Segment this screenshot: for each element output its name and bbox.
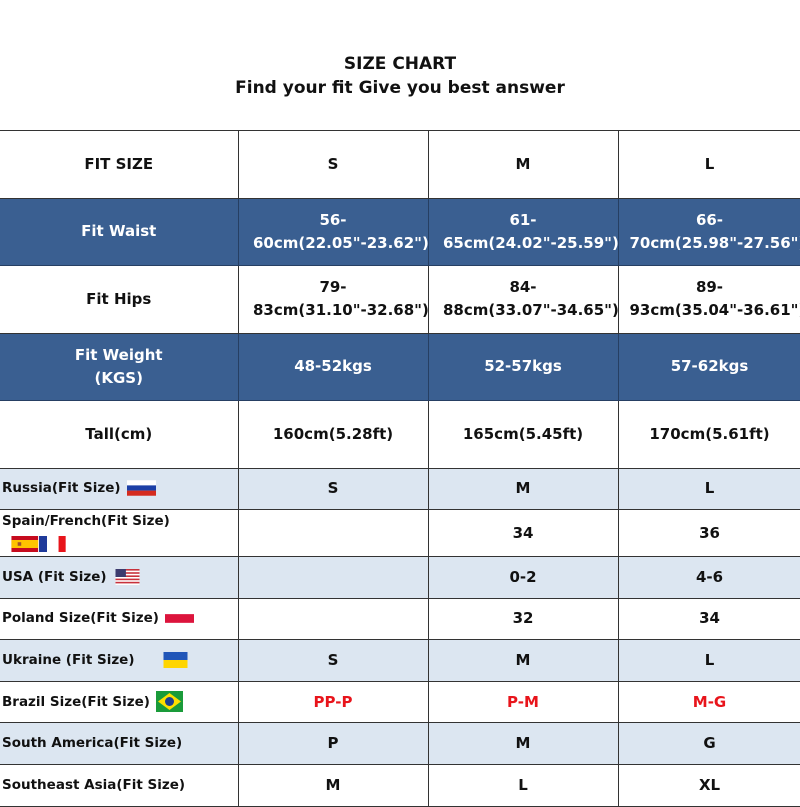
usa-flag-icon bbox=[107, 568, 142, 585]
region-size-value: P-M bbox=[427, 680, 619, 724]
region-size-value: L bbox=[617, 467, 800, 511]
measurement-cell: 79-83cm(31.10"-32.68") bbox=[237, 265, 429, 334]
measurement-value: 52-57kgs bbox=[484, 357, 562, 376]
measurement-cell: 165cm(5.45ft) bbox=[427, 400, 619, 469]
measurement-cell: 160cm(5.28ft) bbox=[237, 400, 429, 469]
region-label-cell: Brazil Size(Fit Size) bbox=[0, 680, 239, 724]
size-header: L bbox=[617, 130, 800, 199]
measurement-value: 84-88cm(33.07"-34.65") bbox=[443, 278, 619, 320]
size-header: M bbox=[427, 130, 619, 199]
header-row: FIT SIZE S M L bbox=[0, 130, 800, 199]
region-label: USA (Fit Size) bbox=[2, 568, 107, 585]
measurement-cell: 56-60cm(22.05"-23.62") bbox=[237, 197, 429, 266]
region-size-value: G bbox=[617, 722, 800, 766]
fit-size-label: FIT SIZE bbox=[0, 130, 239, 199]
region-row: Poland Size(Fit Size) 32 34 bbox=[0, 597, 800, 641]
region-size-value: 34 bbox=[617, 597, 800, 641]
region-size-value: 0-2 bbox=[427, 556, 619, 599]
ukraine-flag-icon bbox=[135, 652, 190, 669]
region-size-value: S bbox=[237, 639, 429, 682]
region-size-value: M bbox=[427, 722, 619, 766]
region-row: Spain/French(Fit Size) 34 36 bbox=[0, 509, 800, 558]
region-size-value: P bbox=[237, 722, 429, 766]
brazil-flag-icon bbox=[150, 691, 183, 713]
region-label: Russia(Fit Size) bbox=[2, 480, 121, 497]
region-size-value: L bbox=[617, 639, 800, 682]
measurement-cell: 84-88cm(33.07"-34.65") bbox=[427, 265, 619, 334]
measurement-value: 160cm(5.28ft) bbox=[272, 424, 394, 443]
region-label: Ukraine (Fit Size) bbox=[2, 652, 135, 669]
spain-france-flag-icon bbox=[2, 536, 70, 553]
row-label: Fit Weight (KGS) bbox=[0, 332, 239, 401]
region-label: Spain/French(Fit Size) bbox=[2, 513, 170, 530]
title: SIZE CHART bbox=[343, 54, 457, 74]
region-label-cell: USA (Fit Size) bbox=[0, 556, 239, 599]
region-size-value: M bbox=[427, 639, 619, 682]
measurement-value: 170cm(5.61ft) bbox=[649, 424, 770, 443]
measurement-value: 89-93cm(35.04"-36.61") bbox=[629, 278, 800, 320]
size-chart-title: SIZE CHART Find your fit Give you best a… bbox=[0, 52, 800, 100]
region-row: Russia(Fit Size) S M L bbox=[0, 467, 800, 511]
region-label-cell: South America(Fit Size) bbox=[0, 722, 239, 766]
poland-flag-icon bbox=[159, 610, 194, 626]
measurement-cell: 61-65cm(24.02"-25.59") bbox=[427, 197, 619, 266]
measurement-value: 48-52kgs bbox=[294, 357, 372, 376]
measurement-cell: 89-93cm(35.04"-36.61") bbox=[617, 265, 800, 334]
measurement-cell: 170cm(5.61ft) bbox=[617, 400, 800, 469]
row-label: Tall(cm) bbox=[0, 400, 239, 469]
region-row: South America(Fit Size) P M G bbox=[0, 722, 800, 766]
region-label-cell: Russia(Fit Size) bbox=[0, 467, 239, 511]
measurement-cell: 52-57kgs bbox=[427, 332, 619, 401]
russia-flag-icon bbox=[121, 480, 156, 497]
measurement-row: Fit Waist 56-60cm(22.05"-23.62") 61-65cm(2… bbox=[0, 197, 800, 266]
region-row: Brazil Size(Fit Size) PP-P P-M M-G bbox=[0, 680, 800, 724]
region-label: Southeast Asia(Fit Size) bbox=[2, 776, 186, 793]
measurement-cell: 48-52kgs bbox=[237, 332, 429, 401]
measurement-row: Fit Weight (KGS) 48-52kgs 52-57kgs 57-62kgs bbox=[0, 332, 800, 401]
measurement-cell: 66-70cm(25.98"-27.56") bbox=[617, 197, 800, 266]
measurement-value: 79-83cm(31.10"-32.68") bbox=[253, 278, 429, 320]
region-row: USA (Fit Size) 0-2 4-6 bbox=[0, 556, 800, 599]
region-label: Poland Size(Fit Size) bbox=[2, 610, 159, 627]
region-size-value bbox=[237, 509, 429, 558]
region-label-cell: Poland Size(Fit Size) bbox=[0, 597, 239, 641]
region-size-value bbox=[237, 556, 429, 599]
region-size-value: 36 bbox=[617, 509, 800, 558]
region-label-cell: Ukraine (Fit Size) bbox=[0, 639, 239, 682]
region-size-value: 34 bbox=[427, 509, 619, 558]
subtitle: Find your fit Give you best answer bbox=[235, 78, 565, 98]
measurement-row: Tall(cm) 160cm(5.28ft) 165cm(5.45ft) 170cm(… bbox=[0, 400, 800, 469]
region-size-value: M bbox=[427, 467, 619, 511]
measurement-value: 57-62kgs bbox=[670, 357, 749, 376]
size-header: S bbox=[237, 130, 429, 199]
region-size-value: M-G bbox=[617, 680, 800, 724]
row-label: Fit Waist bbox=[0, 197, 239, 266]
size-chart-table: FIT SIZE S M L Fit Waist 56-60cm(22.05"-23.62… bbox=[0, 130, 800, 807]
region-label-cell: Spain/French(Fit Size) bbox=[0, 509, 239, 558]
measurement-value: 61-65cm(24.02"-25.59") bbox=[443, 210, 619, 252]
region-size-value: 32 bbox=[427, 597, 619, 641]
measurement-row: Fit Hips 79-83cm(31.10"-32.68") 84-88cm(33… bbox=[0, 265, 800, 334]
region-label: Brazil Size(Fit Size) bbox=[2, 693, 150, 710]
region-size-value: PP-P bbox=[237, 680, 429, 724]
region-size-value: S bbox=[237, 467, 429, 511]
measurement-cell: 57-62kgs bbox=[617, 332, 800, 401]
region-size-value: 4-6 bbox=[617, 556, 800, 599]
region-row: Ukraine (Fit Size) S M L bbox=[0, 639, 800, 682]
measurement-value: 66-70cm(25.98"-27.56") bbox=[629, 210, 800, 252]
measurement-value: 56-60cm(22.05"-23.62") bbox=[253, 210, 429, 252]
region-size-value bbox=[237, 597, 429, 641]
region-label: South America(Fit Size) bbox=[2, 735, 183, 752]
row-label: Fit Hips bbox=[0, 265, 239, 334]
measurement-value: 165cm(5.45ft) bbox=[462, 424, 584, 443]
